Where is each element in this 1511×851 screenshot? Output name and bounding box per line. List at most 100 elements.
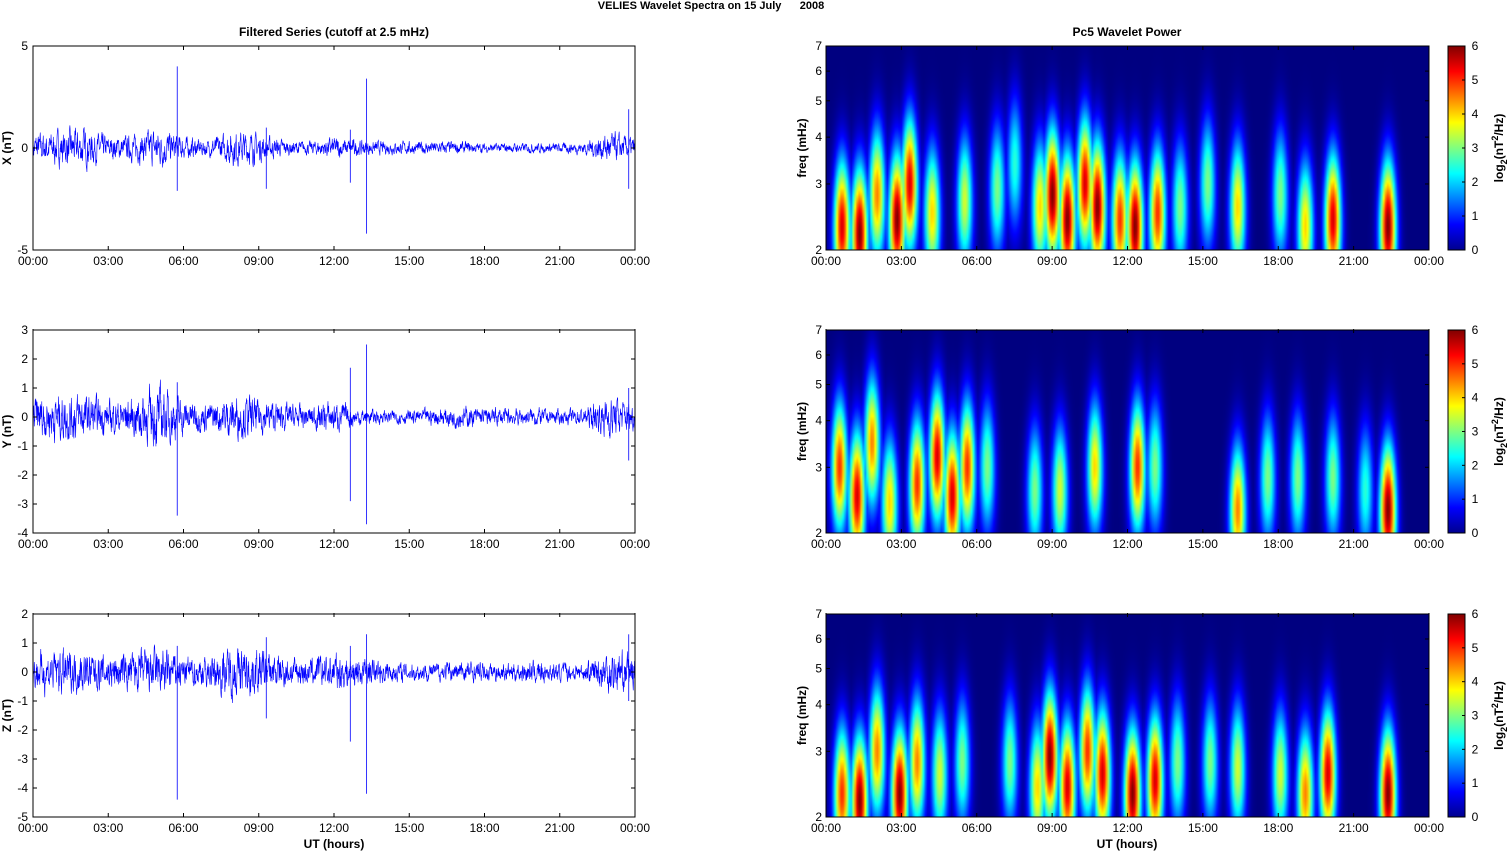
panel-x-wavelet-ytick-label: 5 [815,94,822,108]
panel-y-wavelet-colorbar-label: log2(nT2/Hz) [1490,397,1509,466]
panel-y-ytick-label: -2 [17,468,28,482]
panel-z-wavelet-xtick-label: 18:00 [1263,821,1293,835]
panel-z-xtick-label: 18:00 [469,821,499,835]
panel-y-ytick-label: 1 [21,381,28,395]
panel-y-wavelet-colorbar-tick-label: 3 [1472,425,1479,439]
panel-y-wavelet-xtick-label: 12:00 [1112,537,1142,551]
panels: -5 0 5 00:00 03:00 06:00 09:00 12:00 15:00 18:00 2… [0,39,1509,835]
panel-z-wavelet-ylabel: freq (mHz) [795,686,809,745]
panel-x-ytick-label: 0 [21,141,28,155]
panel-x-xtick-label: 18:00 [469,254,499,268]
panel-z-wavelet-colorbar-tick-label: 2 [1472,742,1479,756]
panel-y-ytick-label: -3 [17,497,28,511]
panel-x-wavelet-ytick-label: 4 [815,130,822,144]
panel-y-wavelet-colorbar-tick-label: 5 [1472,357,1479,371]
panel-z-ytick-label: -5 [17,810,28,824]
panel-x-wavelet-xtick-label: 21:00 [1339,254,1369,268]
panel-y-axes-bg [33,330,635,533]
panel-z-wavelet-ytick-label: 4 [815,698,822,712]
panel-z-axes-bg [33,614,635,817]
panel-z-ylabel: Z (nT) [0,699,14,732]
panel-z-wavelet-ytick-label: 2 [815,810,822,824]
panel-x-ytick-label: 5 [21,39,28,53]
panel-y-wavelet-colorbar-label-text: log2(nT2/Hz) [1490,397,1509,466]
panel-z-xtick-label: 15:00 [394,821,424,835]
panel-y-wavelet-ytick-label: 4 [815,414,822,428]
panel-y-xtick-label: 09:00 [244,537,274,551]
panel-z-wavelet-heatmap [826,614,1429,817]
panel-y-wavelet-colorbar-tick-label: 2 [1472,458,1479,472]
panel-z-wavelet-xtick-label: 12:00 [1112,821,1142,835]
x-axis-label-right: UT (hours) [1097,837,1158,851]
panel-z-ytick-label: -2 [17,723,28,737]
panel-y-wavelet-ylabel: freq (mHz) [795,402,809,461]
panel-y-wavelet-heatmap [826,330,1429,533]
panel-z-wavelet-ytick-label: 6 [815,632,822,646]
panel-z-wavelet-ytick-label: 7 [815,607,822,621]
panel-y-ytick-label: 3 [21,323,28,337]
panel-x-wavelet-colorbar-tick-label: 5 [1472,73,1479,87]
panel-z-wavelet-xtick-label: 09:00 [1037,821,1067,835]
panel-y-ytick-label: -4 [17,526,28,540]
panel-z-xtick-label: 00:00 [18,821,48,835]
panel-z-xtick-label: 12:00 [319,821,349,835]
panel-x-trace [32,125,636,173]
panel-z-trace [32,644,636,704]
panel-y-xtick-label: 12:00 [319,537,349,551]
panel-y-wavelet-ytick-label: 6 [815,348,822,362]
panel-x-wavelet-xtick-label: 15:00 [1188,254,1218,268]
panel-z-xtick-label: 21:00 [545,821,575,835]
panel-z-wavelet-xtick-label: 21:00 [1339,821,1369,835]
panel-z-wavelet-ytick-label: 3 [815,744,822,758]
x-axis-label-left: UT (hours) [304,837,365,851]
panel-z-wavelet-xtick-label: 15:00 [1188,821,1218,835]
panel-x-xtick-label: 00:00 [620,254,650,268]
panel-x-wavelet-xtick-label: 09:00 [1037,254,1067,268]
panel-z-wavelet-xtick-label: 00:00 [1414,821,1444,835]
panel-x-xtick-label: 03:00 [93,254,123,268]
panel-x-xtick-label: 09:00 [244,254,274,268]
panel-y-wavelet-colorbar-tick-label: 6 [1472,323,1479,337]
panel-z-xtick-label: 09:00 [244,821,274,835]
panel-z-ytick-label: 0 [21,665,28,679]
panel-y-ylabel: Y (nT) [0,415,14,449]
panel-y-wavelet-colorbar-tick-label: 1 [1472,492,1479,506]
panel-z-xtick-label: 03:00 [93,821,123,835]
panel-y-wavelet-colorbar-tick-label: 0 [1472,526,1479,540]
panel-z-wavelet-colorbar-label: log2(nT2/Hz) [1490,681,1509,750]
panel-y-xtick-label: 00:00 [18,537,48,551]
panel-x-wavelet-heatmap [826,46,1429,250]
panel-y-wavelet-xtick-label: 06:00 [962,537,992,551]
panel-y-xtick-label: 00:00 [620,537,650,551]
panel-z-wavelet-xtick-label: 06:00 [962,821,992,835]
panel-x-wavelet-ytick-label: 6 [815,64,822,78]
panel-y-wavelet-colorbar-tick-label: 4 [1472,391,1479,405]
panel-z-wavelet-colorbar-tick-label: 3 [1472,709,1479,723]
panel-z-ytick-label: -4 [17,781,28,795]
panel-y-wavelet-xtick-label: 21:00 [1339,537,1369,551]
panel-y-wavelet-xtick-label: 09:00 [1037,537,1067,551]
panel-z-ytick-label: -3 [17,752,28,766]
panel-z-ytick-label: 1 [21,636,28,650]
panel-z-wavelet-colorbar-tick-label: 0 [1472,810,1479,824]
panel-z-wavelet-colorbar-label-text: log2(nT2/Hz) [1490,681,1509,750]
panel-x-xtick-label: 12:00 [319,254,349,268]
left-column-title: Filtered Series (cutoff at 2.5 mHz) [239,25,429,39]
panel-y-wavelet-ytick-label: 3 [815,460,822,474]
panel-x-ylabel: X (nT) [0,131,14,165]
panel-y-wavelet-xtick-label: 00:00 [1414,537,1444,551]
panel-z-wavelet-xtick-label: 00:00 [811,821,841,835]
panel-x-ytick-label: -5 [17,243,28,257]
panel-x-wavelet-ytick-label: 3 [815,177,822,191]
panel-x-wavelet-ytick-label: 7 [815,39,822,53]
panel-x-wavelet-colorbar-tick-label: 4 [1472,107,1479,121]
panel-z-xtick-label: 06:00 [168,821,198,835]
panel-z-ytick-label: -1 [17,694,28,708]
panel-y-xtick-label: 06:00 [168,537,198,551]
panel-y-xtick-label: 03:00 [93,537,123,551]
panel-y-xtick-label: 18:00 [469,537,499,551]
panel-z-ytick-label: 2 [21,607,28,621]
panel-x-wavelet-colorbar-tick-label: 3 [1472,141,1479,155]
panel-y-wavelet-ytick-label: 2 [815,526,822,540]
panel-y-ytick-label: -1 [17,439,28,453]
